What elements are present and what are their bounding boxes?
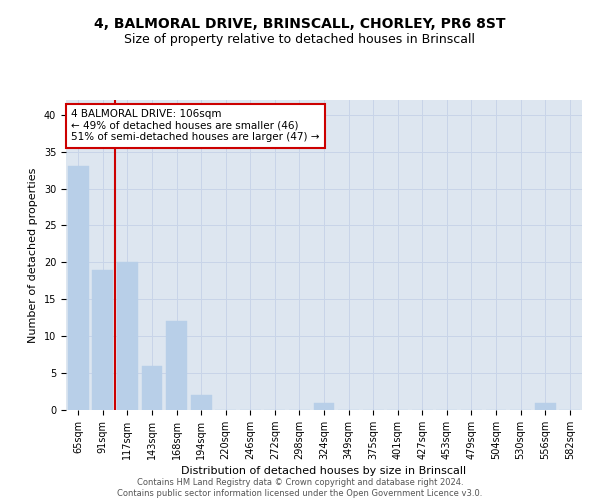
Text: Contains HM Land Registry data © Crown copyright and database right 2024.
Contai: Contains HM Land Registry data © Crown c… xyxy=(118,478,482,498)
Bar xyxy=(166,322,187,410)
Text: Size of property relative to detached houses in Brinscall: Size of property relative to detached ho… xyxy=(125,32,476,46)
Text: 4 BALMORAL DRIVE: 106sqm
← 49% of detached houses are smaller (46)
51% of semi-d: 4 BALMORAL DRIVE: 106sqm ← 49% of detach… xyxy=(71,110,320,142)
Bar xyxy=(68,166,89,410)
Bar xyxy=(314,402,334,410)
Bar xyxy=(117,262,138,410)
Bar xyxy=(535,402,556,410)
Text: 4, BALMORAL DRIVE, BRINSCALL, CHORLEY, PR6 8ST: 4, BALMORAL DRIVE, BRINSCALL, CHORLEY, P… xyxy=(94,18,506,32)
Bar xyxy=(142,366,163,410)
Y-axis label: Number of detached properties: Number of detached properties xyxy=(28,168,38,342)
X-axis label: Distribution of detached houses by size in Brinscall: Distribution of detached houses by size … xyxy=(181,466,467,476)
Bar xyxy=(191,395,212,410)
Bar xyxy=(92,270,113,410)
